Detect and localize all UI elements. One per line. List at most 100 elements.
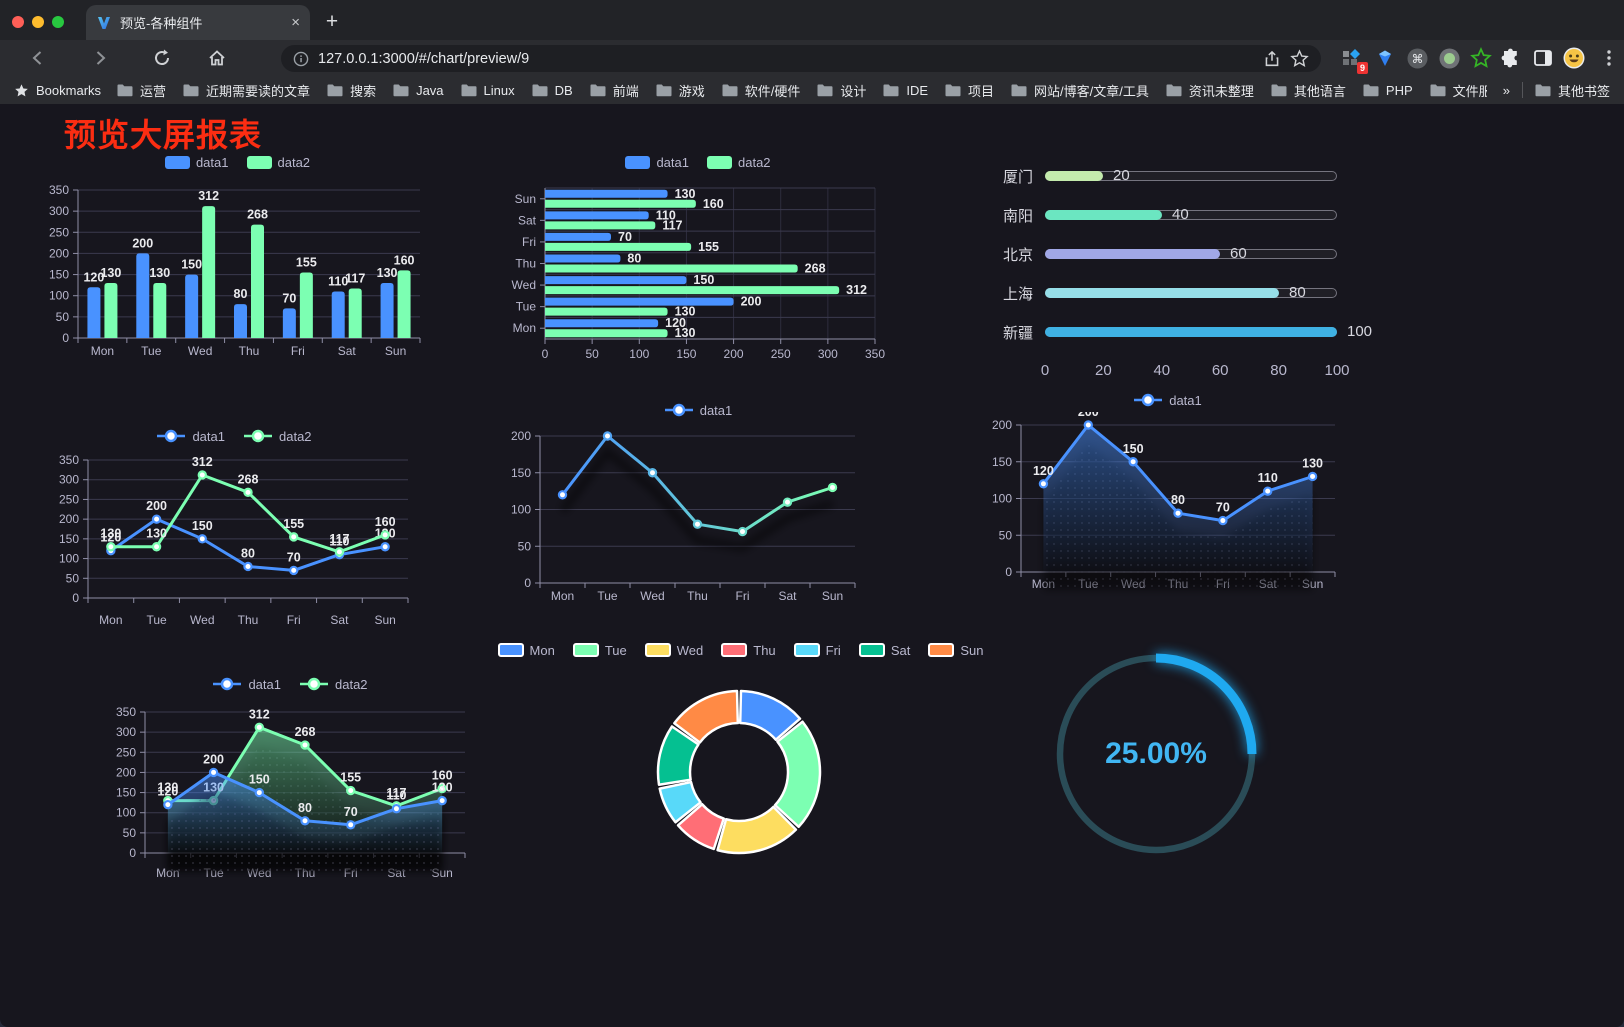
reload-icon[interactable] <box>150 46 174 70</box>
bar[interactable] <box>545 307 668 316</box>
split-window-icon[interactable] <box>1530 46 1556 70</box>
data-point[interactable] <box>1218 515 1228 526</box>
legend-item[interactable]: Fri <box>793 643 841 658</box>
data-point[interactable] <box>334 547 345 557</box>
data-point[interactable] <box>380 530 390 540</box>
legend-item[interactable]: Sat <box>858 643 910 658</box>
legend-item[interactable]: data2 <box>246 155 310 170</box>
data-point[interactable] <box>437 795 447 806</box>
data-point[interactable] <box>827 482 838 493</box>
bar[interactable] <box>545 199 696 208</box>
bar[interactable] <box>397 270 411 338</box>
bar[interactable] <box>545 276 687 285</box>
other-bookmarks[interactable]: 其他书签 <box>1535 81 1610 100</box>
record-circle-icon[interactable] <box>1436 46 1462 70</box>
data-point[interactable] <box>1307 471 1318 482</box>
data-point[interactable] <box>1173 508 1183 518</box>
command-circle-icon[interactable]: ⌘ <box>1404 46 1430 70</box>
data-point[interactable] <box>346 785 356 796</box>
bookmark-folder[interactable]: 搜索 <box>327 81 376 100</box>
bar[interactable] <box>545 319 659 328</box>
legend-item[interactable]: data2 <box>243 429 312 444</box>
green-star-icon[interactable] <box>1468 46 1494 70</box>
legend-item[interactable]: data1 <box>625 155 689 170</box>
bookmark-folder[interactable]: Java <box>393 83 444 98</box>
data-point[interactable] <box>300 740 310 750</box>
bookmark-folder[interactable]: Linux <box>461 83 515 98</box>
kebab-menu-icon[interactable] <box>1596 46 1622 70</box>
bar[interactable] <box>545 189 668 198</box>
data-point[interactable] <box>380 542 390 552</box>
data-point[interactable] <box>208 767 219 778</box>
bar[interactable] <box>545 297 734 306</box>
bar[interactable] <box>282 308 296 338</box>
bookmarks-root[interactable]: Bookmarks <box>14 83 101 98</box>
data-point[interactable] <box>254 787 264 798</box>
bar[interactable] <box>153 283 167 338</box>
bookmark-folder[interactable]: 运营 <box>117 81 166 100</box>
data-point[interactable] <box>1128 457 1138 467</box>
legend-item[interactable]: data1 <box>212 677 281 692</box>
bar[interactable] <box>331 291 345 338</box>
data-point[interactable] <box>106 542 116 552</box>
pie-slice-Wed[interactable] <box>716 805 798 855</box>
bookmark-folder[interactable]: DB <box>532 83 573 98</box>
data-point[interactable] <box>197 534 207 544</box>
bookmark-folder[interactable]: 项目 <box>945 81 994 100</box>
bar[interactable] <box>251 224 264 338</box>
data-point[interactable] <box>692 519 703 529</box>
legend-item[interactable]: Sun <box>928 643 983 658</box>
bookmark-folder[interactable]: 设计 <box>817 81 866 100</box>
pie-slice-Mon[interactable] <box>738 689 802 741</box>
info-icon[interactable] <box>293 51 309 67</box>
minimize-window-button[interactable] <box>32 16 44 28</box>
url-text[interactable]: 127.0.0.1:3000/#/chart/preview/9 <box>318 50 530 67</box>
bar[interactable] <box>299 272 313 338</box>
browser-tab[interactable]: 预览-各种组件 × <box>86 5 310 40</box>
home-icon[interactable] <box>205 46 229 70</box>
bar[interactable] <box>545 286 840 295</box>
bar[interactable] <box>545 242 692 251</box>
data-point[interactable] <box>437 783 447 794</box>
data-point[interactable] <box>557 490 568 500</box>
legend-item[interactable]: data1 <box>156 429 225 444</box>
gem-icon[interactable] <box>1372 46 1398 70</box>
data-point[interactable] <box>289 532 299 542</box>
bar[interactable] <box>87 287 101 338</box>
data-point[interactable] <box>243 561 253 572</box>
data-point[interactable] <box>243 487 253 498</box>
new-tab-button[interactable]: + <box>325 10 339 33</box>
data-point[interactable] <box>1263 486 1273 496</box>
data-point[interactable] <box>151 542 162 552</box>
legend-item[interactable]: Wed <box>644 643 703 658</box>
bookmark-folder[interactable]: PHP <box>1363 83 1413 98</box>
pie-slice-Thu[interactable] <box>676 803 725 851</box>
pie-slice-Fri[interactable] <box>658 780 702 824</box>
extension-grid-icon[interactable]: 9 <box>1338 46 1368 74</box>
bookmark-folder[interactable]: 近期需要读的文章 <box>183 81 310 100</box>
data-point[interactable] <box>254 722 264 733</box>
data-point[interactable] <box>289 565 299 576</box>
url-bar[interactable]: 127.0.0.1:3000/#/chart/preview/9 <box>281 45 1321 72</box>
bar[interactable] <box>545 264 798 273</box>
legend-item[interactable]: data1 <box>164 155 229 170</box>
data-point[interactable] <box>346 820 356 830</box>
bar[interactable] <box>234 304 247 338</box>
data-point[interactable] <box>1083 420 1093 430</box>
bar[interactable] <box>104 283 118 338</box>
emoji-avatar-icon[interactable] <box>1561 46 1587 70</box>
bar[interactable] <box>545 232 611 241</box>
data-point[interactable] <box>782 497 793 507</box>
legend-item[interactable]: Tue <box>572 643 627 658</box>
bookmark-folder[interactable]: 资讯未整理 <box>1166 81 1254 100</box>
data-point[interactable] <box>602 431 613 441</box>
data-point[interactable] <box>737 526 748 537</box>
bar[interactable] <box>348 288 362 338</box>
legend-item[interactable]: data1 <box>664 403 732 418</box>
data-point[interactable] <box>300 816 310 826</box>
back-icon[interactable] <box>26 46 50 70</box>
data-point[interactable] <box>391 803 402 814</box>
bar[interactable] <box>545 329 668 338</box>
legend-item[interactable]: data2 <box>707 155 771 170</box>
bar[interactable] <box>185 274 199 338</box>
